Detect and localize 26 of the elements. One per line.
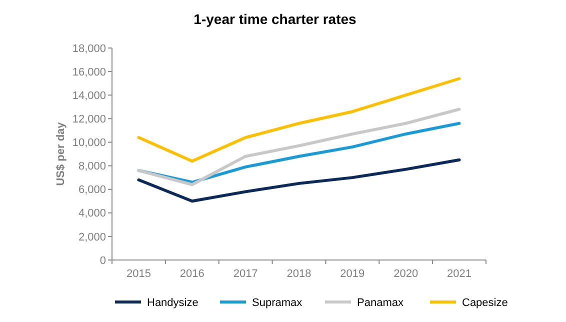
line-series [137, 108, 461, 186]
line-series [137, 158, 461, 203]
x-tick-label: 2019 [340, 268, 365, 280]
x-tick-label: 2015 [126, 268, 151, 280]
line-series [137, 77, 461, 163]
legend-label: Supramax [252, 296, 303, 309]
x-tick-label: 2016 [180, 268, 204, 280]
y-tick-label: 12,000 [72, 114, 106, 126]
x-tick-label: 2020 [394, 268, 418, 280]
y-tick-label: 8,000 [78, 160, 106, 173]
y-tick-label: 14,000 [72, 90, 106, 102]
y-tick-label: 4,000 [78, 208, 106, 220]
legend-label: Handysize [147, 296, 198, 309]
y-tick-label: 18,000 [72, 42, 106, 55]
x-tick-label: 2017 [233, 268, 258, 280]
chart-title: 1-year time charter rates [194, 11, 357, 27]
x-tick-label: 2018 [286, 268, 312, 280]
legend-label: Capesize [462, 296, 508, 309]
y-axis-title: US$ per day [55, 121, 67, 186]
y-tick-label: 16,000 [72, 66, 106, 78]
y-tick-label: 2,000 [78, 231, 106, 244]
y-tick-label: 0 [100, 254, 106, 267]
y-tick-label: 10,000 [72, 137, 106, 150]
x-tick-label: 2021 [447, 268, 472, 280]
y-tick-label: 6,000 [78, 184, 106, 196]
legend-label: Panamax [357, 296, 404, 309]
